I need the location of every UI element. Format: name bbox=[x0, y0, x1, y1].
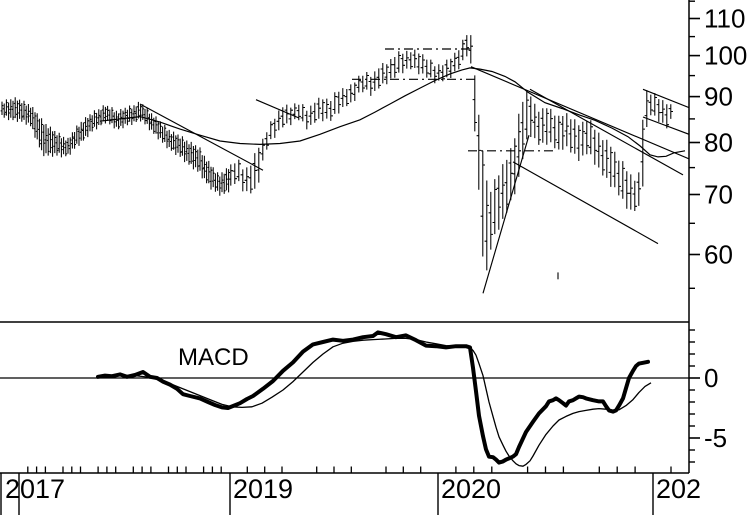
y-axis-ticks bbox=[689, 0, 700, 463]
trendline-channel-top bbox=[529, 88, 684, 176]
year-label: 2019 bbox=[233, 474, 293, 504]
price-tick-label: 80 bbox=[704, 128, 733, 158]
year-label: 2017 bbox=[5, 474, 65, 504]
y-axis: 110 100 90 80 70 60 0 -5 bbox=[688, 0, 747, 473]
year-label: 2020 bbox=[441, 474, 501, 504]
price-tick-label: 110 bbox=[704, 4, 745, 34]
trendlines bbox=[139, 48, 689, 294]
trendline-channel-bottom bbox=[512, 161, 659, 245]
ohlc-bars bbox=[0, 35, 673, 271]
macd-tick-label: -5 bbox=[704, 423, 727, 453]
y-axis-labels: 110 100 90 80 70 60 0 -5 bbox=[704, 4, 747, 454]
moving-average-line bbox=[99, 67, 686, 158]
macd-tick-label: 0 bbox=[704, 363, 718, 393]
trendline-downtrend-2018 bbox=[139, 103, 264, 171]
price-tick-label: 60 bbox=[704, 240, 733, 270]
price-tick-label: 90 bbox=[704, 82, 733, 112]
trendline-flag-bottom bbox=[642, 116, 689, 135]
macd-signal-line bbox=[97, 337, 652, 467]
x-axis: 2017 2019 2020 2021 bbox=[0, 466, 716, 515]
price-pane bbox=[0, 35, 689, 294]
trendline-minor-down-2019 bbox=[255, 99, 300, 119]
year-labels: 2017 2019 2020 2021 bbox=[5, 474, 716, 504]
ohlc-bar-path bbox=[0, 35, 673, 271]
trendline-downtrend-from-top bbox=[470, 66, 689, 160]
x-axis-ticks bbox=[0, 466, 672, 515]
macd-line bbox=[96, 330, 650, 465]
price-tick-label: 70 bbox=[704, 180, 733, 210]
trendline-crash-recovery-up bbox=[482, 135, 530, 294]
price-tick-label: 100 bbox=[704, 41, 747, 71]
macd-label: MACD bbox=[178, 344, 249, 371]
macd-pane: MACD bbox=[0, 321, 689, 467]
year-label: 2021 bbox=[656, 474, 716, 504]
trendline-flag-top bbox=[642, 88, 689, 109]
